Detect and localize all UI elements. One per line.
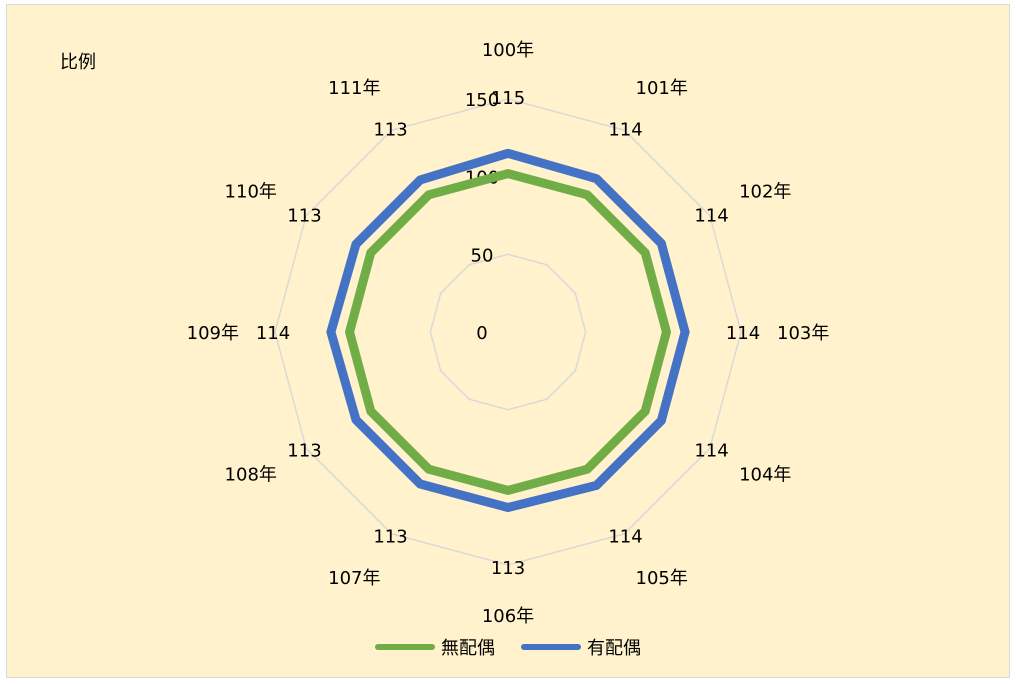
- legend-item-series-2: 有配偶: [521, 634, 641, 660]
- data-label: 114: [608, 119, 642, 140]
- category-label: 110年: [225, 182, 277, 203]
- category-label: 111年: [328, 78, 380, 99]
- data-label: 113: [373, 527, 407, 548]
- data-label: 115: [491, 88, 525, 109]
- legend-item-series-1: 無配偶: [375, 634, 495, 660]
- data-label: 113: [287, 206, 321, 227]
- grid-ring: [429, 253, 587, 411]
- data-label: 113: [373, 119, 407, 140]
- legend-label-series-1: 無配偶: [441, 638, 495, 659]
- series-line-2: [326, 148, 690, 513]
- category-label: 100年: [482, 40, 534, 61]
- legend-label-series-2: 有配偶: [587, 638, 641, 659]
- radial-tick-label: 50: [471, 245, 494, 266]
- data-label: 114: [726, 323, 760, 344]
- data-label: 114: [256, 323, 290, 344]
- data-label: 114: [694, 441, 728, 462]
- y-axis-label: 比例: [60, 52, 96, 73]
- category-label: 101年: [636, 78, 688, 99]
- category-label: 102年: [739, 182, 791, 203]
- category-label: 106年: [482, 606, 534, 627]
- grid-ring: [274, 98, 742, 566]
- data-label: 113: [491, 558, 525, 579]
- legend-swatch-series-2: [521, 644, 581, 650]
- category-label: 109年: [187, 323, 239, 344]
- category-label: 104年: [739, 465, 791, 486]
- legend-swatch-series-1: [375, 644, 435, 650]
- category-label: 103年: [777, 323, 829, 344]
- data-label: 114: [608, 527, 642, 548]
- category-label: 107年: [328, 568, 380, 589]
- radial-tick-label: 150: [465, 90, 499, 111]
- legend: 無配偶 有配偶: [0, 634, 1016, 660]
- data-label: 113: [287, 441, 321, 462]
- series-line-1: [345, 169, 671, 495]
- radial-tick-label: 0: [476, 323, 487, 344]
- data-label: 114: [694, 206, 728, 227]
- category-label: 105年: [636, 568, 688, 589]
- category-label: 108年: [225, 465, 277, 486]
